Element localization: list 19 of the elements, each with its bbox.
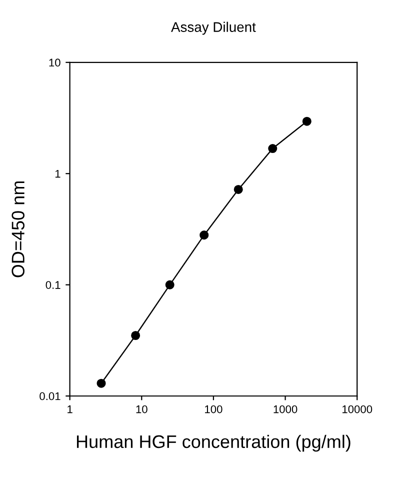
x-tick-label: 1 bbox=[68, 405, 72, 414]
y-tick-label: 1 bbox=[55, 170, 60, 178]
y-axis-title: OD=450 nm bbox=[12, 181, 24, 278]
x-tick-label: 100 bbox=[205, 405, 222, 414]
point bbox=[268, 144, 278, 154]
y-tick-label: 0.01 bbox=[40, 392, 60, 400]
x-tick-label: 10000 bbox=[342, 405, 372, 414]
point bbox=[96, 378, 106, 388]
chart-title: Assay Diluent bbox=[171, 22, 256, 35]
point bbox=[234, 184, 243, 194]
x-tick-label: 1000 bbox=[274, 405, 298, 414]
x-tick-label: 10 bbox=[136, 405, 148, 414]
y-tick-label: 0.1 bbox=[46, 281, 60, 289]
y-tick-label: 10 bbox=[49, 58, 60, 67]
x-axis-title: Human HGF concentration (pg/ml) bbox=[76, 434, 350, 452]
point bbox=[131, 330, 140, 340]
point bbox=[165, 280, 174, 290]
point bbox=[200, 230, 209, 240]
point bbox=[302, 116, 312, 126]
